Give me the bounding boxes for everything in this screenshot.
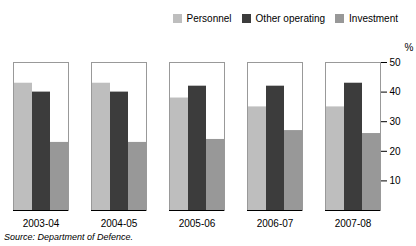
svg-text:2006-07: 2006-07: [257, 218, 294, 229]
svg-text:2005-06: 2005-06: [179, 218, 216, 229]
html-text:Source: Department of Defence.: Source: Department of Defence.: [4, 232, 134, 242]
svg-text:2003-04: 2003-04: [23, 218, 60, 229]
svg-text:20: 20: [390, 146, 402, 157]
svg-text:40: 40: [390, 86, 402, 97]
svg-text:2004-05: 2004-05: [101, 218, 138, 229]
svg-text:50: 50: [390, 57, 402, 68]
html-text:Personnel: Personnel: [186, 13, 232, 24]
svg-text:2007-08: 2007-08: [335, 218, 372, 229]
html-text:Other operating: Other operating: [255, 13, 326, 24]
svg-text:10: 10: [390, 175, 402, 186]
svg-text:%: %: [405, 42, 414, 53]
svg-text:30: 30: [390, 116, 402, 127]
html-text:Investment: Investment: [349, 13, 398, 24]
